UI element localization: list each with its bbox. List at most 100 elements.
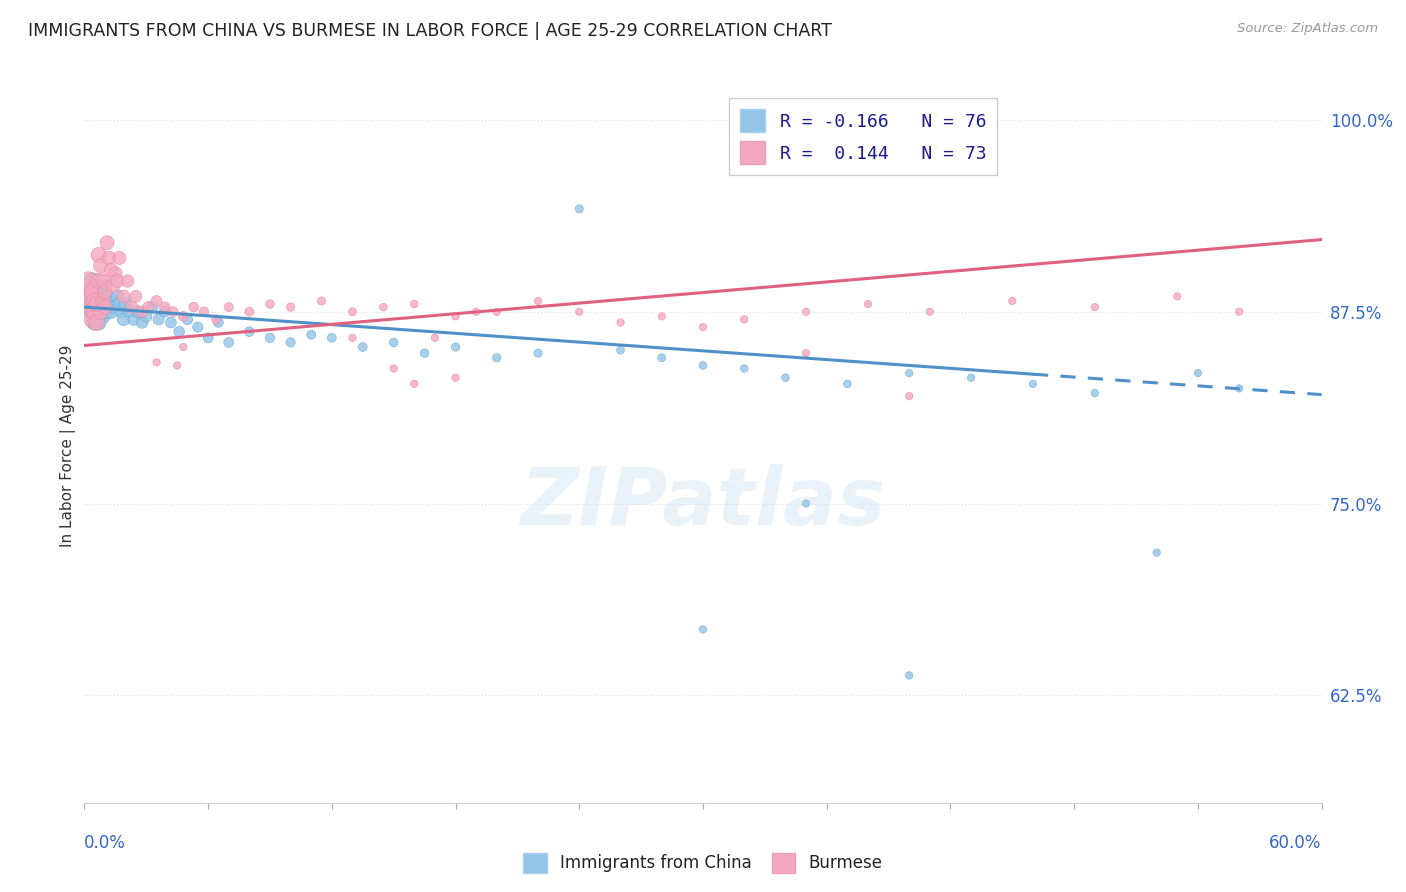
Point [117,274,139,288]
Text: 0.0%: 0.0% [84,834,127,852]
Point [856,297,879,311]
Point [172,310,194,324]
Point [79,300,101,314]
Point [404,376,426,391]
Point [83,297,105,311]
Point [692,623,714,637]
Point [218,300,240,314]
Point [444,310,467,324]
Point [280,300,302,314]
Point [197,331,219,345]
Point [86,297,108,311]
Point [1227,381,1250,395]
Point [651,351,673,365]
Point [527,346,550,360]
Point [87,274,110,288]
Point [90,259,112,273]
Point [373,300,395,314]
Point [82,285,104,299]
Point [527,293,550,308]
Point [960,370,983,384]
Point [1084,386,1107,401]
Point [77,274,100,288]
Point [153,304,176,318]
Point [299,327,322,342]
Point [103,293,125,308]
Point [733,312,755,326]
Point [83,293,105,308]
Point [94,285,117,299]
Point [166,359,188,373]
Point [91,293,114,308]
Point [444,340,467,354]
Point [733,361,755,376]
Point [82,304,104,318]
Point [75,282,97,296]
Point [104,266,127,280]
Point [114,297,136,311]
Point [444,370,467,384]
Point [187,320,209,334]
Point [82,285,104,299]
Point [86,278,108,293]
Point [238,304,260,318]
Point [404,297,426,311]
Point [104,300,127,314]
Point [794,497,817,511]
Point [167,325,190,339]
Point [100,304,122,318]
Point [90,304,112,318]
Point [183,300,205,314]
Point [98,251,121,265]
Point [108,297,131,311]
Point [90,304,112,318]
Point [110,304,132,318]
Point [1166,289,1188,303]
Point [794,346,817,360]
Point [382,361,405,376]
Point [83,316,105,330]
Point [205,312,228,326]
Text: IMMIGRANTS FROM CHINA VS BURMESE IN LABOR FORCE | AGE 25-29 CORRELATION CHART: IMMIGRANTS FROM CHINA VS BURMESE IN LABO… [28,22,832,40]
Point [98,297,121,311]
Point [122,312,145,326]
Point [794,304,817,318]
Point [79,289,101,303]
Point [342,331,364,345]
Point [82,274,104,288]
Point [568,304,591,318]
Point [77,293,100,308]
Point [1187,366,1209,380]
Point [141,300,163,314]
Point [127,304,149,318]
Point [136,300,159,314]
Point [1084,300,1107,314]
Point [91,293,114,308]
Point [1146,546,1168,560]
Point [100,263,122,277]
Point [77,278,100,293]
Point [352,340,374,354]
Point [280,335,302,350]
Point [160,316,183,330]
Point [79,300,101,314]
Point [238,325,260,339]
Point [105,289,128,303]
Legend: R = -0.166   N = 76, R =  0.144   N = 73: R = -0.166 N = 76, R = 0.144 N = 73 [730,98,997,176]
Point [1001,293,1024,308]
Point [321,331,343,345]
Point [651,310,673,324]
Text: 60.0%: 60.0% [1270,834,1322,852]
Point [259,297,281,311]
Point [87,316,110,330]
Text: ZIPatlas: ZIPatlas [520,464,886,542]
Point [342,304,364,318]
Point [485,351,508,365]
Point [162,304,184,318]
Point [775,370,797,384]
Point [87,248,110,262]
Point [259,331,281,345]
Point [112,312,135,326]
Y-axis label: In Labor Force | Age 25-29: In Labor Force | Age 25-29 [60,345,76,547]
Point [108,251,131,265]
